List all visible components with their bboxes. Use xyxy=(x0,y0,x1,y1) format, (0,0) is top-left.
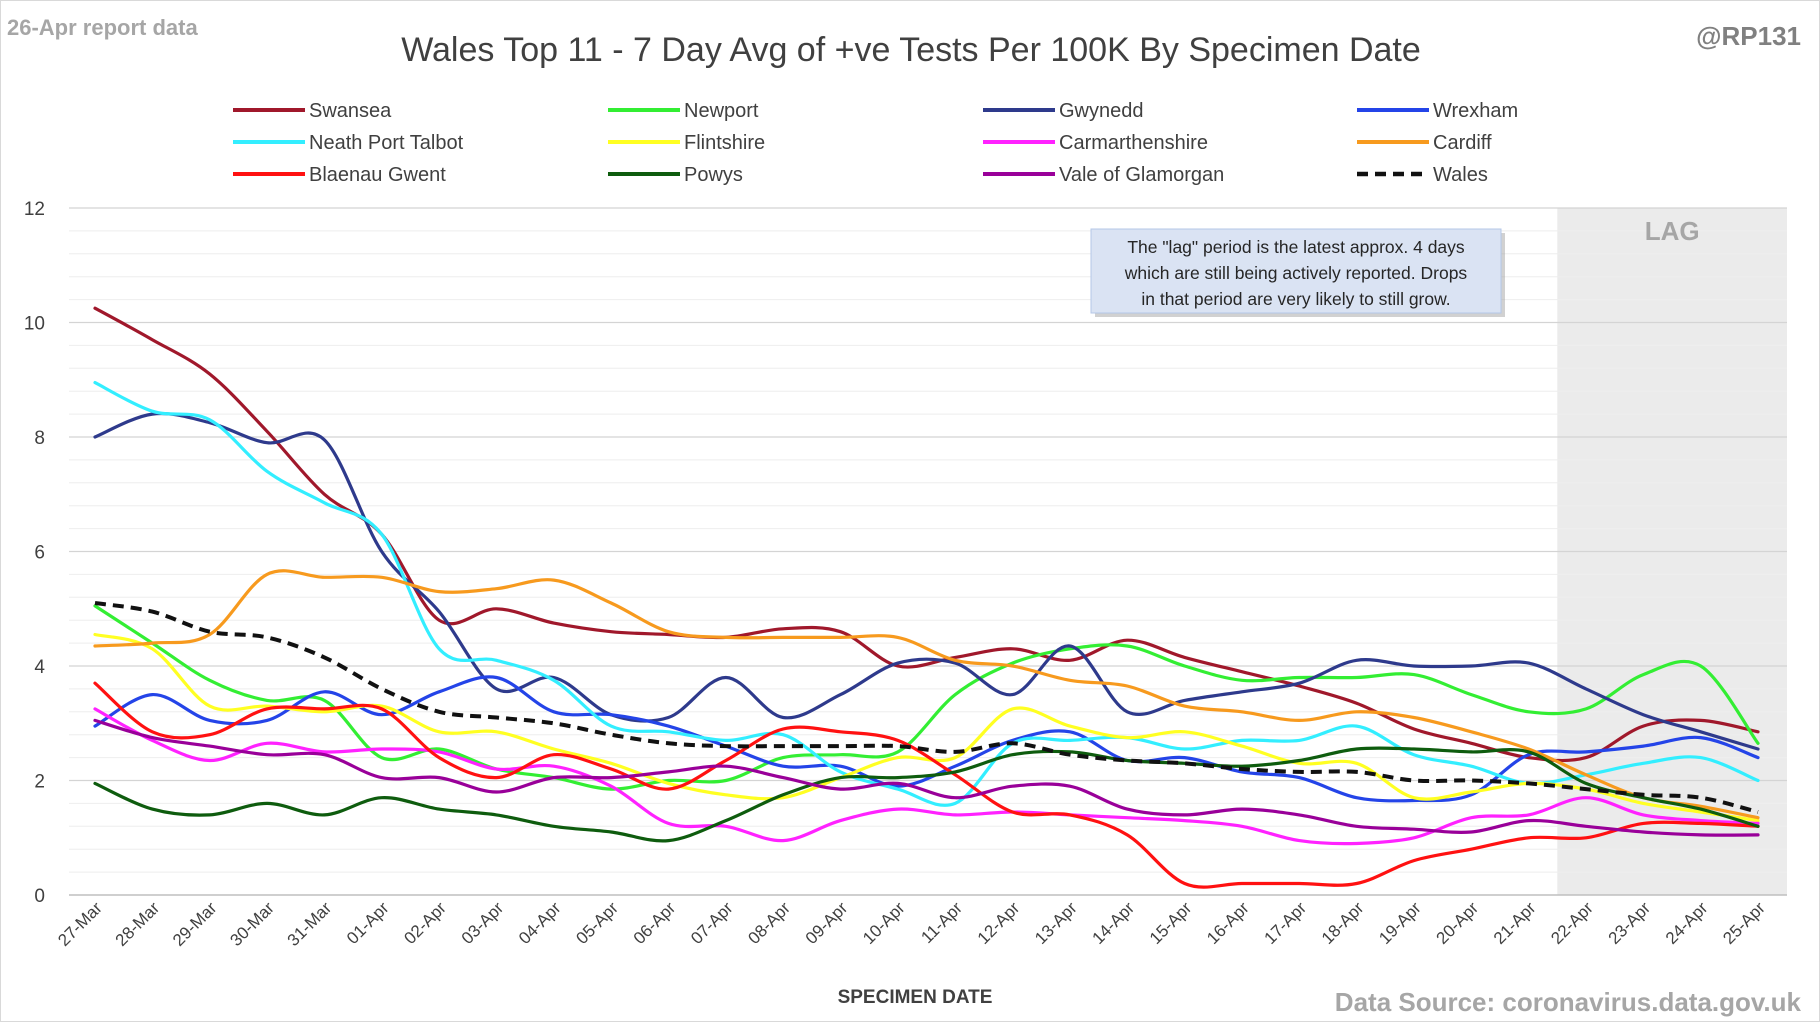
series-line-carmarthenshire xyxy=(93,707,1760,846)
legend-item-wales: Wales xyxy=(1357,164,1488,186)
legend-label: Neath Port Talbot xyxy=(309,132,464,154)
y-tick-label: 0 xyxy=(34,886,45,907)
x-tick-label: 07-Apr xyxy=(687,898,737,948)
x-tick-label: 08-Apr xyxy=(744,898,794,948)
legend-item-vale-of-glamorgan: Vale of Glamorgan xyxy=(983,164,1224,186)
x-tick-label: 04-Apr xyxy=(515,898,565,948)
series-line-vale-of-glamorgan xyxy=(93,718,1760,837)
y-tick-label: 10 xyxy=(24,314,45,335)
series-line-swansea xyxy=(93,306,1760,763)
series-line-gwynedd xyxy=(93,411,1760,751)
x-tick-label: 13-Apr xyxy=(1031,898,1081,948)
legend-label: Swansea xyxy=(309,100,392,122)
x-tick-label: 25-Apr xyxy=(1719,898,1769,948)
series-line-blaenau-gwent xyxy=(93,681,1760,889)
x-tick-label: 02-Apr xyxy=(400,898,450,948)
legend-item-flintshire: Flintshire xyxy=(608,132,765,154)
x-tick-label: 10-Apr xyxy=(859,898,909,948)
x-tick-label: 06-Apr xyxy=(630,898,680,948)
legend-item-carmarthenshire: Carmarthenshire xyxy=(983,132,1208,154)
x-tick-label: 11-Apr xyxy=(917,898,966,947)
x-tick-label: 27-Mar xyxy=(54,898,106,950)
legend-item-neath-port-talbot: Neath Port Talbot xyxy=(233,132,464,154)
x-tick-label: 12-Apr xyxy=(974,898,1024,948)
x-tick-label: 22-Apr xyxy=(1547,898,1597,948)
x-tick-label: 21-Apr xyxy=(1490,898,1540,948)
y-tick-label: 12 xyxy=(24,199,45,220)
y-tick-label: 8 xyxy=(34,428,45,449)
y-tick-label: 6 xyxy=(34,543,45,564)
legend-label: Cardiff xyxy=(1433,132,1492,154)
x-tick-label: 31-Mar xyxy=(284,898,336,950)
x-tick-label: 20-Apr xyxy=(1433,898,1483,948)
x-tick-label: 19-Apr xyxy=(1375,898,1425,948)
x-tick-label: 30-Mar xyxy=(226,898,278,950)
lag-label: LAG xyxy=(1645,216,1700,246)
legend-item-cardiff: Cardiff xyxy=(1357,132,1492,154)
data-source: Data Source: coronavirus.data.gov.uk xyxy=(1335,987,1802,1017)
x-tick-label: 03-Apr xyxy=(458,898,508,948)
x-tick-label: 28-Mar xyxy=(112,898,164,950)
x-tick-label: 29-Mar xyxy=(169,898,221,950)
series-lines xyxy=(93,306,1760,889)
series-line-neath-port-talbot xyxy=(93,381,1760,807)
legend-item-swansea: Swansea xyxy=(233,100,392,122)
legend-label: Wales xyxy=(1433,164,1488,186)
legend-label: Blaenau Gwent xyxy=(309,164,446,186)
legend-label: Powys xyxy=(684,164,743,186)
y-tick-label: 4 xyxy=(34,657,45,678)
series-line-powys xyxy=(93,746,1760,843)
legend-item-powys: Powys xyxy=(608,164,743,186)
report-label: 26-Apr report data xyxy=(7,15,198,40)
gridlines xyxy=(69,207,1787,873)
x-axis-title: SPECIMEN DATE xyxy=(838,987,993,1008)
legend-item-newport: Newport xyxy=(608,100,759,122)
lag-annotation: The "lag" period is the latest approx. 4… xyxy=(1090,228,1505,317)
y-tick-label: 2 xyxy=(34,772,45,793)
legend-label: Newport xyxy=(684,100,759,122)
series-line-newport xyxy=(93,604,1760,791)
series-line-wales xyxy=(94,601,1759,814)
legend: Swansea Newport Gwynedd Wrexham Neath Port T… xyxy=(233,100,1518,186)
legend-label: Carmarthenshire xyxy=(1059,132,1208,154)
legend-item-wrexham: Wrexham xyxy=(1357,100,1518,122)
x-tick-label: 14-Apr xyxy=(1089,898,1139,948)
legend-item-blaenau-gwent: Blaenau Gwent xyxy=(233,164,446,186)
x-tick-label: 24-Apr xyxy=(1662,898,1712,948)
handle-label: @RP131 xyxy=(1696,21,1801,51)
x-tick-label: 17-Apr xyxy=(1261,898,1311,948)
legend-item-gwynedd: Gwynedd xyxy=(983,100,1144,122)
annotation-line-2: which are still being actively reported.… xyxy=(1124,263,1468,283)
x-tick-label: 05-Apr xyxy=(572,898,622,948)
chart-title: Wales Top 11 - 7 Day Avg of +ve Tests Pe… xyxy=(401,31,1421,69)
plot-area: LAG 0 2 4 6 8 10 12 27-Mar 28-Mar 29-Mar 30-Mar 31… xyxy=(24,199,1787,950)
x-tick-label: 09-Apr xyxy=(802,898,852,948)
series-line-cardiff xyxy=(93,569,1760,820)
x-tick-label: 01-Apr xyxy=(343,898,393,948)
x-tick-label: 23-Apr xyxy=(1605,898,1655,948)
x-tick-label: 15-Apr xyxy=(1146,898,1196,948)
x-axis-ticks: 27-Mar 28-Mar 29-Mar 30-Mar 31-Mar 01-Apr 02-A… xyxy=(54,898,1769,950)
x-tick-label: 18-Apr xyxy=(1318,898,1368,948)
legend-label: Flintshire xyxy=(684,132,765,154)
y-axis-ticks: 0 2 4 6 8 10 12 xyxy=(24,199,46,907)
legend-label: Vale of Glamorgan xyxy=(1059,164,1224,186)
x-tick-label: 16-Apr xyxy=(1203,898,1253,948)
annotation-line-1: The "lag" period is the latest approx. 4… xyxy=(1127,237,1465,257)
legend-label: Gwynedd xyxy=(1059,100,1144,122)
annotation-line-3: in that period are very likely to still … xyxy=(1141,289,1450,309)
legend-label: Wrexham xyxy=(1433,100,1518,122)
